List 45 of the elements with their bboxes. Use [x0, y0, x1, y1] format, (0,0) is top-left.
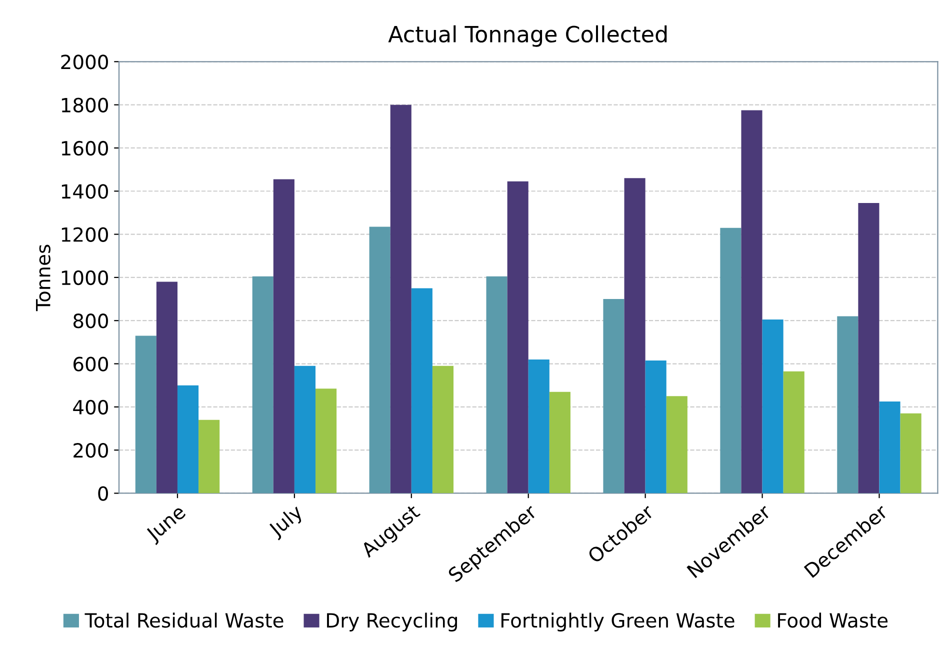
bar	[294, 366, 316, 494]
bar	[411, 288, 432, 494]
chart-title: Actual Tonnage Collected	[388, 25, 667, 47]
y-tick-label: 400	[73, 400, 108, 415]
y-tick-label: 0	[98, 486, 108, 501]
bar	[624, 178, 646, 494]
y-tick-label: 1000	[62, 270, 108, 286]
bar	[486, 276, 508, 494]
bar	[315, 388, 337, 494]
bar	[252, 276, 274, 494]
bar	[390, 104, 412, 494]
legend-label: Food Waste	[778, 612, 888, 628]
bar	[549, 392, 570, 494]
y-axis-title: Tonnes	[36, 244, 50, 312]
bar	[741, 110, 762, 494]
bar	[720, 228, 742, 494]
bar	[528, 359, 550, 494]
bar	[900, 413, 922, 494]
bar	[198, 420, 220, 494]
y-tick-label: 2000	[61, 54, 108, 70]
y-tick-label: 1600	[62, 140, 108, 156]
bar	[603, 299, 624, 494]
y-tick-label: 1400	[62, 184, 108, 199]
y-tick-label: 1200	[62, 227, 108, 242]
legend-label: Dry Recycling	[327, 612, 457, 632]
bar	[369, 226, 390, 494]
legend-label: Fortnightly Green Waste	[501, 612, 734, 632]
bar	[783, 371, 804, 494]
legend-label: Total Residual Waste	[84, 612, 284, 628]
bar	[156, 282, 178, 494]
y-tick-label: 800	[73, 314, 108, 328]
bar	[177, 385, 199, 494]
y-tick-label: 600	[74, 356, 108, 372]
bar	[135, 336, 156, 494]
y-tick-label: 1800	[62, 98, 108, 112]
bar	[762, 320, 784, 494]
bar	[666, 396, 688, 494]
bar	[432, 366, 454, 494]
bar	[837, 316, 858, 494]
bar	[858, 203, 880, 494]
bar	[879, 402, 900, 494]
bar	[273, 179, 294, 494]
bar	[645, 360, 666, 494]
bar	[507, 181, 528, 494]
y-tick-label: 200	[74, 443, 108, 458]
